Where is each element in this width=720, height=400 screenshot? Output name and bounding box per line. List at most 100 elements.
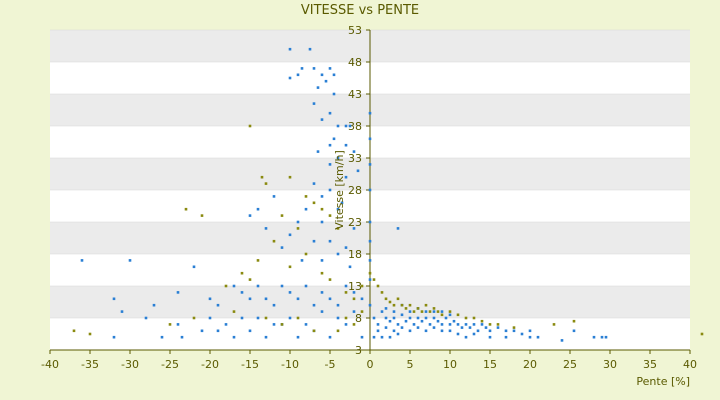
data-point-olive [328,214,332,217]
data-point-olive [408,303,412,307]
data-point-blue [312,303,316,307]
data-point-olive [512,326,516,329]
data-point-blue [336,207,340,211]
x-tick-label: 25 [563,358,577,371]
data-point-blue [332,73,336,77]
data-point-blue [464,323,468,326]
data-point-blue [288,47,292,51]
data-point-olive [320,207,324,211]
data-point-blue [376,329,380,333]
data-point-blue [240,291,244,294]
data-point-blue [300,259,304,262]
y-tick-label: 3 [355,344,362,357]
data-point-olive [280,323,284,326]
data-point-blue [324,79,328,83]
data-point-olive [344,291,348,294]
data-point-blue [288,233,292,237]
data-point-blue [396,323,400,326]
data-point-blue [328,188,332,192]
data-point-blue [408,316,412,320]
data-point-olive [456,313,460,317]
data-point-blue [356,169,360,173]
chart-title: VITESSE vs PENTE [301,3,419,18]
data-point-blue [572,329,576,333]
data-point-blue [320,310,324,313]
data-point-blue [600,335,604,339]
data-point-blue [488,335,492,339]
data-point-blue [288,316,292,320]
data-point-olive [424,303,428,307]
data-point-blue [376,323,380,326]
data-point-blue [344,175,348,179]
data-point-blue [420,319,424,323]
data-point-blue [200,329,204,333]
data-point-blue [180,335,184,339]
data-point-olive [400,303,404,307]
data-point-blue [536,335,540,339]
data-point-blue [272,303,276,307]
data-point-blue [384,316,388,320]
data-point-blue [344,246,348,249]
data-point-olive [428,310,432,313]
data-point-blue [176,323,180,326]
data-point-blue [248,214,252,217]
data-point-olive [184,207,188,211]
data-point-olive [320,271,324,275]
data-point-blue [368,188,372,192]
data-point-blue [320,291,324,294]
data-point-blue [152,303,156,307]
axes [49,29,691,354]
data-point-blue [488,329,492,333]
data-point-blue [432,316,436,320]
data-point-blue [460,326,464,329]
data-point-blue [432,326,436,329]
data-point-olive [480,319,484,323]
x-tick-label: 10 [443,358,457,371]
data-point-blue [232,335,236,339]
data-point-blue [456,332,460,336]
data-point-olive [312,201,316,205]
x-tick-label: 35 [643,358,657,371]
data-point-olive [264,316,268,320]
y-tick-label: 48 [348,56,362,69]
data-point-olive [440,313,444,317]
data-point-blue [392,310,396,313]
data-point-olive [396,297,400,301]
data-point-blue [408,329,412,333]
data-point-blue [476,329,480,333]
data-point-blue [344,323,348,326]
data-point-olive [328,278,332,281]
data-point-blue [352,310,356,313]
data-point-blue [400,313,404,317]
data-point-olive [240,271,244,275]
data-point-blue [264,335,268,339]
data-point-olive [388,300,392,304]
x-tick-label: -15 [241,358,259,371]
data-point-olive [380,291,384,294]
x-tick-label: 5 [407,358,414,371]
data-point-blue [400,326,404,329]
data-point-blue [300,67,304,70]
data-point-olive [264,182,268,185]
data-point-blue [444,316,448,320]
data-point-blue [352,227,356,230]
data-point-olive [280,214,284,217]
data-point-blue [408,310,412,313]
data-point-olive [496,323,500,326]
data-point-olive [88,332,92,336]
data-point-blue [504,329,508,333]
data-point-olive [256,259,260,262]
data-point-blue [448,329,452,333]
data-point-blue [144,316,148,320]
data-point-blue [296,335,300,339]
data-point-blue [312,239,316,243]
data-point-blue [528,335,532,339]
data-point-blue [368,111,372,115]
data-point-blue [328,163,332,166]
data-point-blue [320,118,324,121]
data-point-blue [480,323,484,326]
data-point-blue [456,323,460,326]
data-point-blue [288,76,292,80]
data-point-blue [368,163,372,166]
